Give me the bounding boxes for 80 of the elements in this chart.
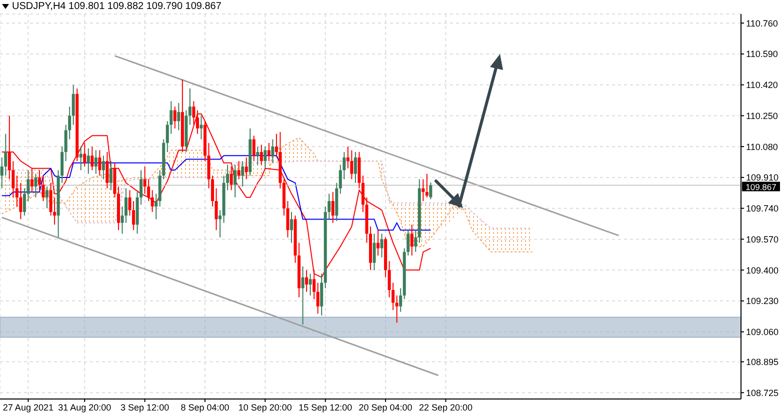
candlestick [83, 142, 86, 168]
candlestick [42, 175, 45, 202]
x-tick-label: 31 Aug 20:00 [58, 402, 112, 412]
candlestick [256, 146, 260, 166]
y-tick-label: 109.740 [746, 204, 779, 214]
candlestick [218, 210, 222, 238]
candlestick [301, 266, 304, 326]
candlestick [264, 146, 267, 169]
candlestick [271, 138, 274, 164]
candlestick [79, 146, 82, 171]
candlestick [429, 182, 432, 200]
x-tick-label: 15 Sep 12:00 [298, 402, 352, 412]
candlestick [102, 155, 105, 180]
candlestick [399, 288, 402, 312]
y-tick-label: 109.910 [746, 172, 779, 183]
y-tick-label: 110.760 [746, 18, 778, 28]
candlestick [414, 230, 418, 252]
candlestick [252, 135, 256, 162]
candlestick [331, 191, 334, 224]
candlestick [372, 233, 376, 271]
candlestick [267, 142, 270, 162]
candlestick [94, 150, 98, 174]
x-tick-label: 8 Sep 04:00 [180, 402, 230, 412]
line-series [1, 155, 432, 231]
y-tick-label: 109.570 [746, 234, 779, 244]
x-tick-label: 22 Sep 20:00 [418, 402, 473, 412]
candlestick [38, 170, 41, 191]
candlestick [124, 188, 128, 224]
candlestick [30, 168, 34, 192]
candlestick [214, 188, 218, 231]
line-series [1, 160, 533, 229]
candlestick [354, 152, 357, 184]
y-tick-label: 109.400 [746, 265, 779, 276]
y-tick-label: 109.060 [746, 327, 779, 337]
candlestick [72, 84, 75, 126]
y-tick-label: 108.725 [746, 388, 779, 398]
candlestick [154, 193, 158, 220]
y-tick-label: 110.080 [746, 142, 778, 152]
candlestick [200, 115, 203, 140]
y-tick-label: 109.230 [746, 296, 779, 306]
candlestick [98, 150, 102, 176]
candlestick [106, 152, 109, 189]
candlestick [422, 178, 425, 202]
x-tick-label: 27 Aug 2021 [2, 402, 54, 412]
chart-title: USDJPY,H4 109.801 109.882 109.790 109.867 [12, 1, 222, 12]
candlestick [350, 150, 354, 180]
candlestick [425, 173, 428, 198]
y-tick-label: 110.420 [746, 80, 778, 90]
candlestick [234, 164, 237, 198]
candlestick [177, 102, 180, 131]
candlestick [290, 211, 294, 244]
candlestick [308, 273, 312, 296]
candlestick [237, 160, 240, 180]
candlestick [86, 148, 90, 174]
candlestick [305, 270, 308, 292]
candlestick [173, 106, 176, 129]
ref-line-label: 109.867 [746, 182, 777, 192]
x-tick-label: 10 Sep 20:00 [238, 402, 292, 412]
x-tick-label: 20 Sep 04:00 [358, 402, 412, 412]
candlestick [120, 206, 124, 234]
candlestick [260, 144, 263, 166]
x-tick-label: 3 Sep 12:00 [120, 402, 170, 412]
candlestick [90, 146, 94, 171]
y-tick-label: 110.590 [746, 49, 778, 60]
candlestick [109, 160, 112, 191]
candlestick [188, 88, 192, 126]
y-tick-label: 108.895 [746, 356, 779, 367]
candlestick [241, 160, 244, 188]
candlestick [46, 186, 49, 209]
candlestick [380, 233, 384, 258]
y-tick-label: 110.250 [746, 110, 778, 121]
candlestick [410, 224, 414, 256]
candlestick [150, 190, 154, 212]
candlestick [230, 166, 233, 191]
candlestick [244, 156, 248, 180]
candlestick [395, 294, 398, 324]
candlestick [34, 173, 38, 198]
candlestick [320, 273, 324, 316]
candlestick [316, 282, 320, 314]
candlestick [376, 230, 380, 256]
